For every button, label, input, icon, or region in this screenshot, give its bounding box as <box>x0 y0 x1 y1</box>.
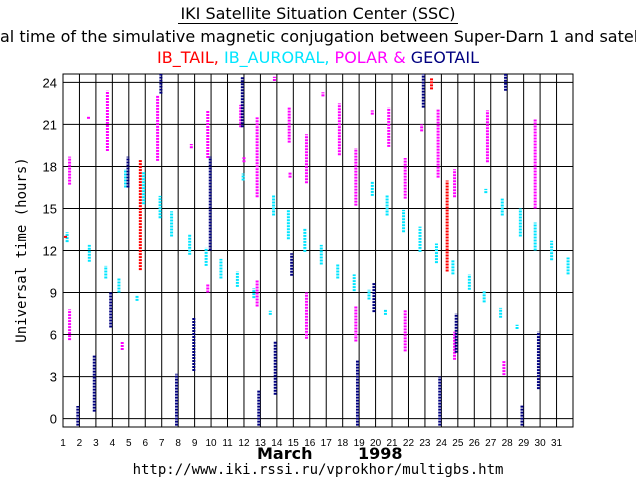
y-tick-label: 3 <box>50 370 57 385</box>
x-tick-label: 28 <box>502 438 514 449</box>
x-tick-label: 24 <box>436 438 448 449</box>
x-tick-label: 18 <box>337 438 349 449</box>
x-tick-label: 23 <box>419 438 431 449</box>
x-tick-label: 26 <box>469 438 481 449</box>
chart-subtitle: al time of the simulative magnetic conju… <box>0 27 636 46</box>
x-tick-label: 4 <box>110 438 116 449</box>
y-axis-label: Universal time (hours) <box>14 157 30 343</box>
legend-item-ampersand: & <box>388 48 411 67</box>
footer-url: http://www.iki.rssi.ru/vprokhor/multigbs… <box>132 462 504 478</box>
y-tick-label: 6 <box>50 328 57 343</box>
x-tick-label: 21 <box>386 438 398 449</box>
y-tick-label: 18 <box>43 159 57 174</box>
x-tick-label: 6 <box>142 438 148 449</box>
legend-item-ib-tail: IB_TAIL, <box>157 48 219 67</box>
x-tick-label: 22 <box>403 438 415 449</box>
legend-item-polar: POLAR <box>329 48 389 67</box>
x-tick-label: 9 <box>192 438 198 449</box>
x-tick-label: 20 <box>370 438 382 449</box>
x-tick-label: 29 <box>518 438 530 449</box>
x-tick-label: 30 <box>535 438 547 449</box>
x-tick-label: 11 <box>222 438 233 449</box>
x-tick-label: 5 <box>126 438 132 449</box>
y-tick-label: 12 <box>43 244 57 259</box>
x-tick-label: 3 <box>93 438 99 449</box>
x-tick-label: 25 <box>452 438 464 449</box>
month-label: March <box>257 444 313 463</box>
x-tick-label: 10 <box>206 438 218 449</box>
x-tick-label: 15 <box>288 438 300 449</box>
x-tick-label: 1 <box>60 438 66 449</box>
year-label: 1998 <box>358 444 403 463</box>
legend-item-ib-auroral: IB_AURORAL, <box>218 48 330 67</box>
x-tick-label: 31 <box>551 438 563 449</box>
y-tick-label: 21 <box>43 117 57 132</box>
legend: IB_TAIL, IB_AURORAL, POLAR & GEOTAIL <box>0 48 636 67</box>
y-tick-label: 0 <box>50 412 57 427</box>
x-tick-label: 13 <box>255 438 267 449</box>
x-tick-label: 16 <box>304 438 316 449</box>
x-tick-label: 17 <box>321 438 333 449</box>
x-tick-label: 27 <box>485 438 497 449</box>
x-tick-label: 12 <box>238 438 250 449</box>
legend-item-geotail: GEOTAIL <box>410 48 479 67</box>
x-tick-label: 8 <box>175 438 181 449</box>
y-tick-label: 9 <box>50 286 57 301</box>
x-tick-label: 14 <box>271 438 283 449</box>
x-tick-label: 2 <box>77 438 83 449</box>
x-tick-label: 19 <box>354 438 366 449</box>
chart-title: IKI Satellite Situation Center (SSC) <box>178 4 458 24</box>
y-tick-label: 15 <box>43 201 57 216</box>
x-tick-label: 7 <box>159 438 165 449</box>
y-tick-label: 24 <box>43 75 57 90</box>
